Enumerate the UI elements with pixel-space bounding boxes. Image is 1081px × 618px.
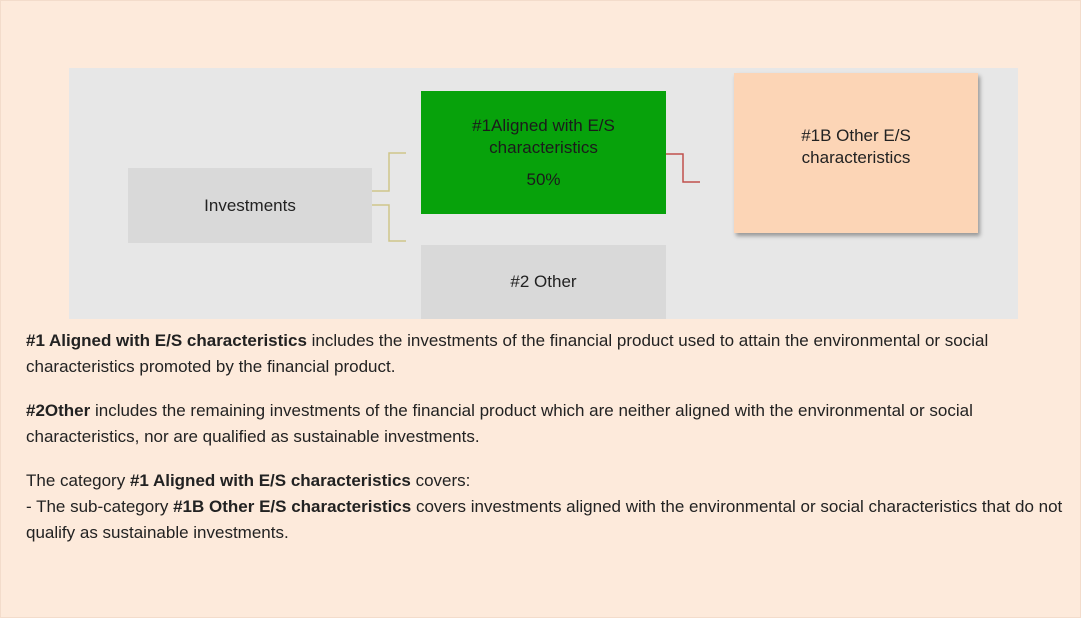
text: includes the investments of the financia… (26, 331, 989, 376)
node-label: #1B Other E/S (801, 126, 911, 145)
bold-text: #1B Other E/S characteristics (173, 497, 412, 516)
node-label: characteristics (801, 148, 911, 167)
node-label: #2 Other (510, 272, 577, 291)
paragraph: #2Other includes the remaining investmen… (26, 398, 1066, 450)
node-share: 50% (526, 169, 561, 189)
text: covers: (410, 471, 471, 490)
bold-text: #1 Aligned with E/S characteristics (129, 471, 411, 490)
node: Investments (128, 168, 372, 243)
text: covers investments aligned with the envi… (26, 497, 1063, 542)
node: #1Aligned with E/S characteristics 50% (421, 91, 666, 214)
node-label: #1Aligned with E/S (472, 115, 615, 135)
bold-text: #2Other (26, 401, 91, 420)
node: #2 Other (421, 245, 666, 319)
text: The category (26, 471, 130, 490)
connector (372, 204, 406, 242)
text: - The sub-category (26, 497, 174, 516)
connector (372, 152, 406, 192)
paragraph: The category #1 Aligned with E/S charact… (26, 468, 1066, 494)
text: includes the remaining investments of th… (26, 401, 973, 446)
node: #1B Other E/S characteristics (734, 73, 978, 233)
node-label: characteristics (489, 137, 598, 157)
paragraph: #1 Aligned with E/S characteristics incl… (26, 328, 1066, 380)
explanation: #1 Aligned with E/S characteristics incl… (26, 328, 1066, 564)
node-label: Investments (204, 195, 296, 215)
bold-text: #1 Aligned with E/S characteristics (26, 331, 307, 350)
paragraph: - The sub-category #1B Other E/S charact… (26, 494, 1066, 546)
connector (666, 153, 700, 183)
